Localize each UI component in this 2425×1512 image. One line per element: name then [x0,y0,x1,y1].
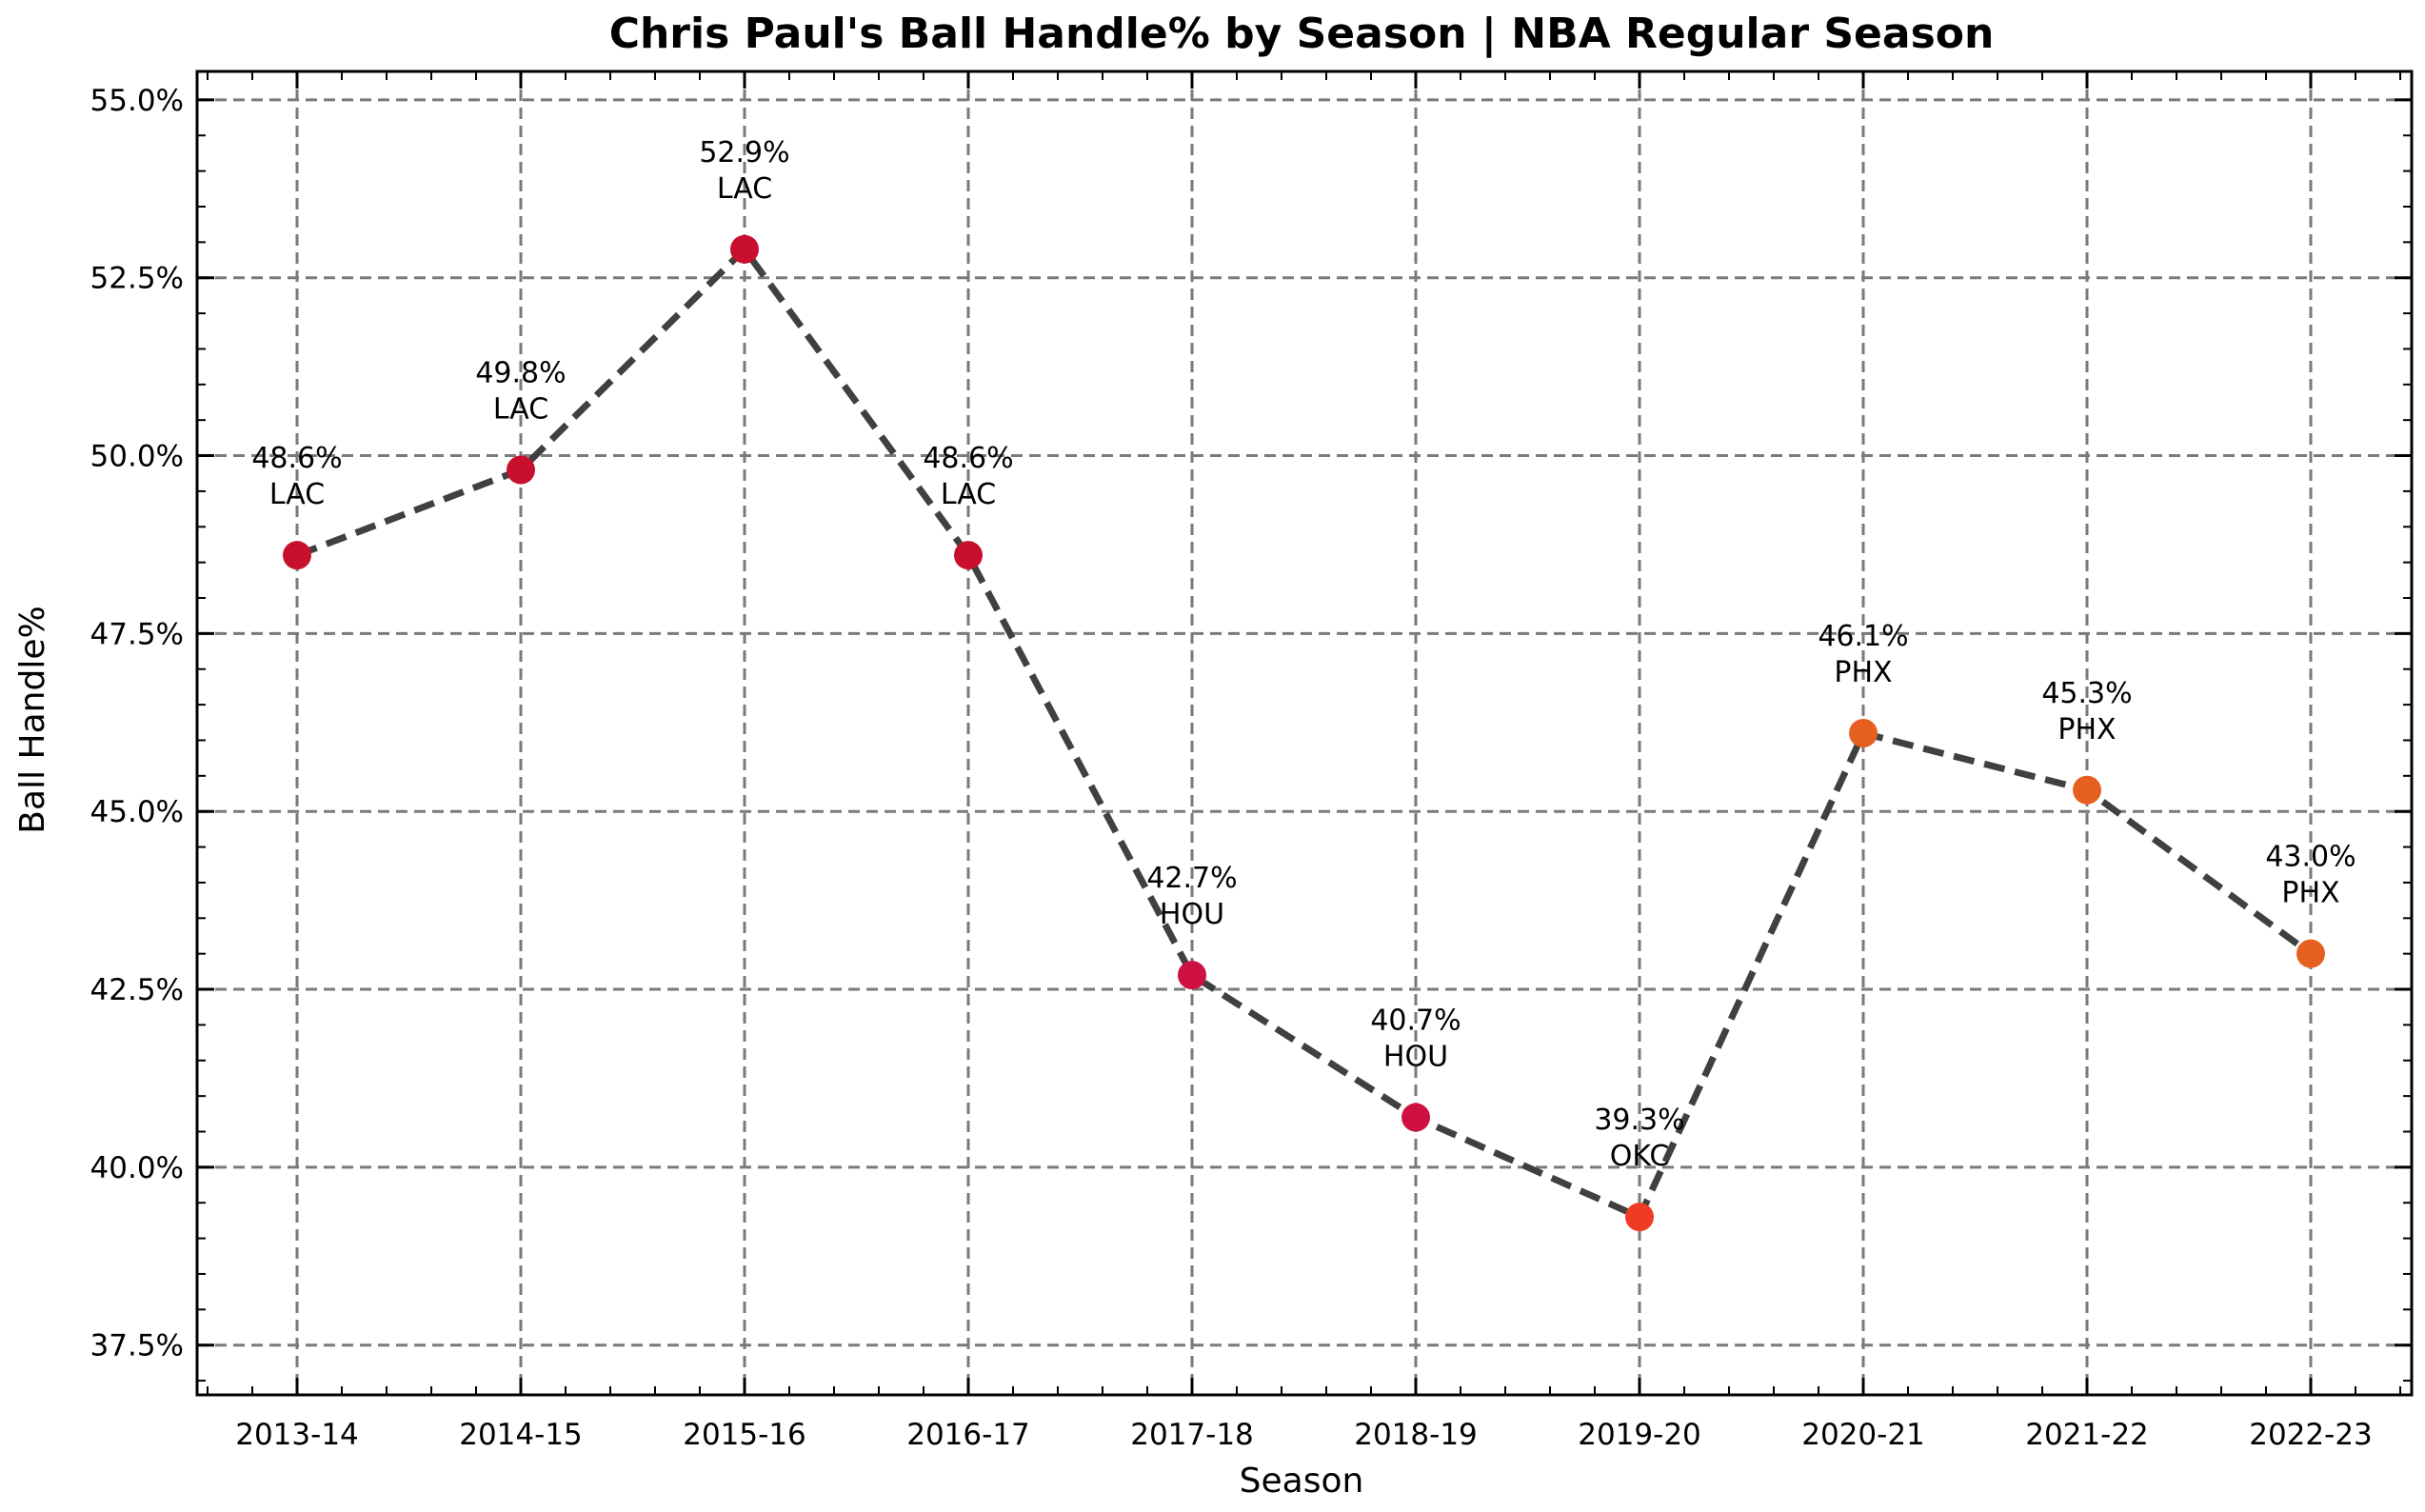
y-tick-label: 50.0% [90,440,184,474]
data-point [1178,961,1206,990]
data-label-value: 48.6% [923,442,1013,475]
data-label-value: 52.9% [699,136,789,169]
y-tick-label: 45.0% [90,795,184,829]
data-point [1849,719,1878,747]
data-label-value: 39.3% [1594,1104,1684,1137]
x-tick-label: 2017-18 [1130,1418,1254,1452]
plot-frame [195,70,2414,1397]
data-labels: 48.6%LAC49.8%LAC52.9%LAC48.6%LAC42.7%HOU… [251,136,2355,1173]
x-tick-label: 2019-20 [1578,1418,1701,1452]
data-label-value: 40.7% [1370,1005,1461,1038]
x-tick-label: 2022-23 [2249,1418,2373,1452]
data-point [2073,775,2101,805]
series [283,234,2325,1232]
data-label-team: HOU [1383,1041,1448,1074]
series-line [295,246,2314,1221]
x-tick-label: 2020-21 [1801,1418,1925,1452]
x-tick-label: 2016-17 [906,1418,1030,1452]
data-point [1625,1203,1654,1232]
data-label-value: 48.6% [251,442,342,475]
data-point [1401,1103,1430,1132]
data-point [507,455,535,485]
x-tick-label: 2014-15 [459,1418,583,1452]
data-label-value: 46.1% [1818,620,1908,653]
x-tick-label: 2018-19 [1354,1418,1478,1452]
data-label-team: OKC [1610,1140,1670,1173]
data-label-team: PHX [2281,877,2339,910]
x-tick-label: 2015-16 [683,1418,806,1452]
data-label-value: 42.7% [1146,862,1237,895]
y-tick-label: 47.5% [90,617,184,651]
data-label-team: HOU [1160,898,1224,931]
data-label-team: LAC [717,172,772,206]
data-point [283,541,311,570]
data-label-team: LAC [941,478,996,511]
data-point [2296,939,2325,968]
x-axis-label: Season [1240,1462,1364,1501]
data-label-team: LAC [269,478,325,511]
chart-title: Chris Paul's Ball Handle% by Season | NB… [609,10,1995,58]
y-tick-label: 55.0% [90,84,184,118]
y-tick-label: 37.5% [90,1329,184,1363]
data-point [730,234,759,264]
data-label-team: LAC [493,392,548,426]
y-tick-label: 52.5% [90,262,184,296]
x-tick-label: 2021-22 [2025,1418,2149,1452]
data-label-team: PHX [2057,713,2116,746]
data-label-value: 45.3% [2041,677,2132,710]
data-label-value: 49.8% [475,356,566,389]
data-label-value: 43.0% [2265,841,2355,874]
data-point [954,541,983,570]
x-tick-label: 2013-14 [235,1418,359,1452]
y-tick-label: 40.0% [90,1151,184,1185]
y-tick-label: 42.5% [90,973,184,1007]
y-axis-label: Ball Handle% [13,606,52,833]
data-label-team: PHX [1834,656,1892,689]
